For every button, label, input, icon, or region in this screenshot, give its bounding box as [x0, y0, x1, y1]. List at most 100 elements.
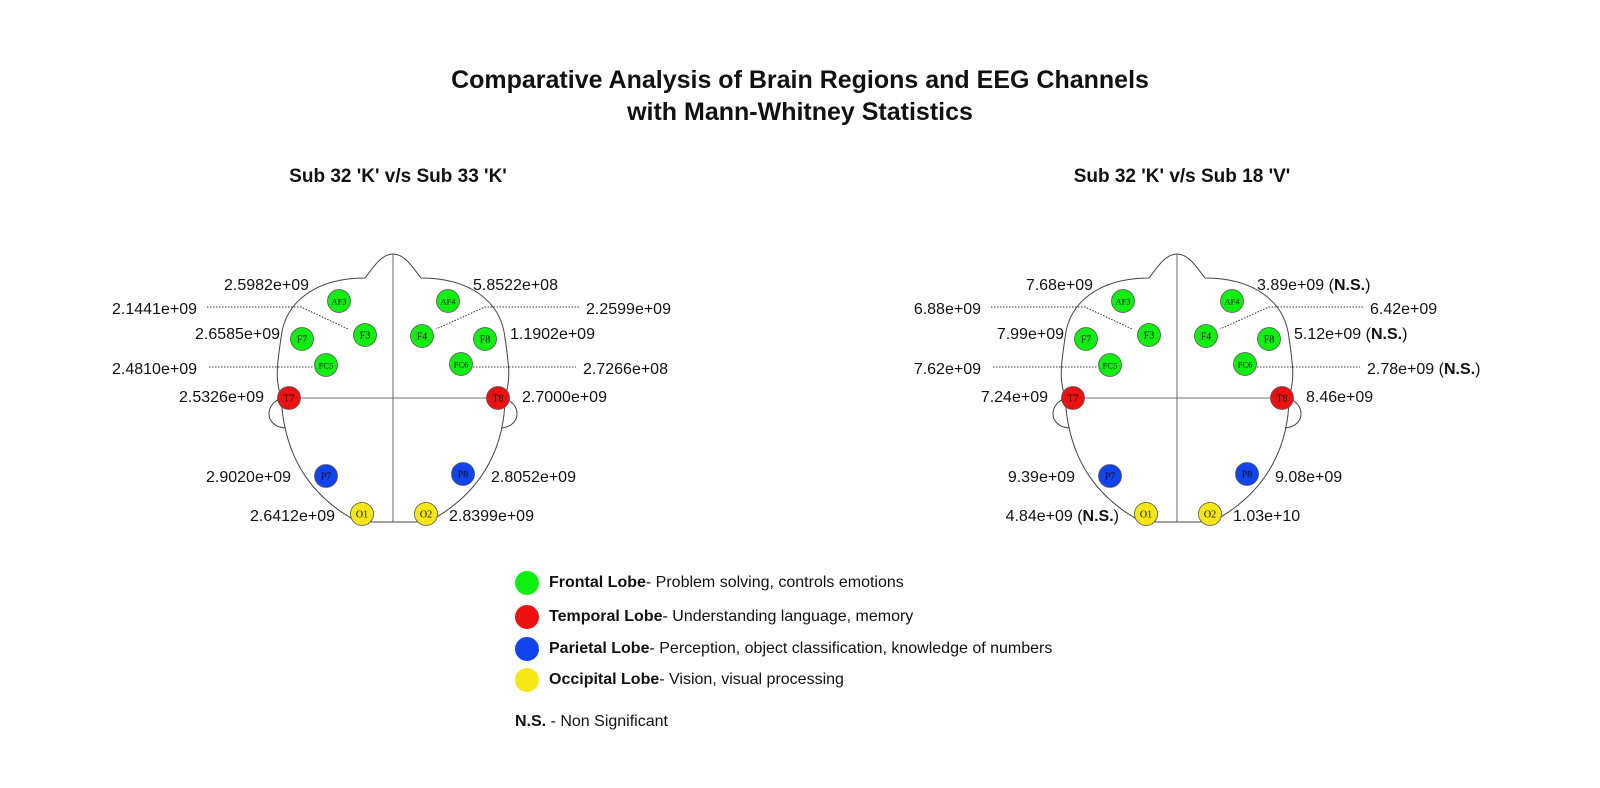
value-text: 7.24e+09: [981, 389, 1048, 406]
electrode-label: FC6: [1238, 360, 1253, 370]
value-text: 2.5326e+09: [179, 389, 264, 406]
electrode-label: F4: [417, 332, 428, 343]
electrode-dot: [1134, 502, 1158, 526]
electrode-dot: [1098, 464, 1122, 488]
legend-item-occipital: Occipital Lobe - Vision, visual processi…: [515, 667, 844, 693]
value-label-p7: 2.9020e+09: [206, 469, 291, 486]
value-label-t8: 2.7000e+09: [522, 389, 607, 406]
legend-lobe-name: Parietal Lobe: [549, 640, 650, 657]
legend-swatch: [515, 637, 539, 661]
ns-tag: N.S.: [1334, 277, 1365, 294]
electrode-label: AF3: [331, 297, 346, 307]
value-text: 2.78e+09: [1367, 361, 1434, 378]
value-label-p7: 9.39e+09: [1008, 469, 1075, 486]
legend-lobe-desc: - Vision, visual processing: [659, 671, 844, 688]
ns-open: (: [1073, 508, 1083, 525]
value-label-f8: 5.12e+09 (N.S.): [1294, 326, 1407, 343]
electrode-label: F7: [1081, 335, 1092, 346]
electrode-dot: [1137, 323, 1161, 347]
value-text: 1.03e+10: [1233, 508, 1300, 525]
electrode-dot: [314, 353, 338, 377]
value-label-fc6: 2.7266e+08: [583, 361, 668, 378]
electrode-p8: P8: [1235, 462, 1259, 486]
panel-title: Sub 32 'K' v/s Sub 33 'K': [289, 166, 507, 187]
ns-open: (: [1434, 361, 1444, 378]
electrode-dot: [414, 502, 438, 526]
electrode-dot: [1111, 289, 1135, 313]
electrode-dot: [1257, 327, 1281, 351]
electrode-label: P7: [321, 472, 332, 483]
electrode-f3: F3: [353, 323, 377, 347]
value-label-o2: 1.03e+10: [1233, 508, 1300, 525]
legend-swatch: [515, 668, 539, 692]
value-label-o1: 2.6412e+09: [250, 508, 335, 525]
legend-item-parietal: Parietal Lobe - Perception, object class…: [515, 636, 1052, 662]
value-text: 9.39e+09: [1008, 469, 1075, 486]
value-text: 2.2599e+09: [586, 301, 671, 318]
electrode-t7: T7: [1061, 386, 1085, 410]
electrode-o2: O2: [1198, 502, 1222, 526]
panel-title: Sub 32 'K' v/s Sub 18 'V': [1074, 166, 1291, 187]
electrode-o1: O1: [350, 502, 374, 526]
value-text: 2.8052e+09: [491, 469, 576, 486]
value-label-f7: 7.99e+09: [997, 326, 1064, 343]
electrode-dot: [449, 352, 473, 376]
electrode-label: AF3: [1115, 297, 1130, 307]
electrode-label: AF4: [440, 297, 456, 307]
value-label-f7: 2.6585e+09: [195, 326, 280, 343]
electrode-label: T7: [283, 394, 294, 405]
electrode-label: T7: [1067, 394, 1078, 405]
ns-tag: N.S.: [1083, 508, 1114, 525]
f4-leader-line: [1219, 306, 1363, 330]
value-label-o1: 4.84e+09 (N.S.): [1006, 508, 1119, 525]
electrode-t8: T8: [1270, 386, 1294, 410]
electrode-dot: [1233, 352, 1257, 376]
ns-open: (: [1324, 277, 1334, 294]
value-label-fc5: 2.4810e+09: [112, 361, 197, 378]
f3-leader-line: [991, 306, 1133, 330]
electrode-label: F8: [480, 335, 491, 346]
value-text: 5.8522e+08: [473, 277, 558, 294]
value-text: 6.42e+09: [1370, 301, 1437, 318]
legend-lobe-name: Temporal Lobe: [549, 608, 663, 625]
value-text: 2.4810e+09: [112, 361, 197, 378]
electrode-label: P7: [1105, 472, 1116, 483]
electrode-dot: [1074, 327, 1098, 351]
f4-leader-line: [435, 306, 579, 330]
electrode-dot: [350, 502, 374, 526]
electrode-dot: [277, 386, 301, 410]
ns-close: ): [1114, 508, 1119, 525]
legend-lobe-desc: - Understanding language, memory: [662, 608, 914, 625]
electrode-dot: [1098, 353, 1122, 377]
electrode-dot: [1220, 289, 1244, 313]
legend-lobe-desc: - Perception, object classification, kno…: [649, 640, 1053, 657]
electrode-label: T8: [492, 394, 503, 405]
electrode-fc5: FC5: [314, 353, 338, 377]
value-text: 8.46e+09: [1306, 389, 1373, 406]
electrode-label: F3: [360, 331, 371, 342]
electrode-f7: F7: [1074, 327, 1098, 351]
ns-note-term: N.S.: [515, 713, 547, 730]
value-text: 6.88e+09: [914, 301, 981, 318]
value-text: 2.6585e+09: [195, 326, 280, 343]
electrode-dot: [486, 386, 510, 410]
electrode-label: FC5: [319, 361, 334, 371]
panel-2: Sub 32 'K' v/s Sub 18 'V' AF3 F3 F7 FC5 T7 P7 O…: [914, 166, 1480, 526]
value-text: 9.08e+09: [1275, 469, 1342, 486]
electrode-f8: F8: [1257, 327, 1281, 351]
electrode-label: AF4: [1224, 297, 1240, 307]
electrode-af3: AF3: [327, 289, 351, 313]
value-label-af3: 2.5982e+09: [224, 277, 309, 294]
value-text: 3.89e+09: [1257, 277, 1324, 294]
value-label-af4: 5.8522e+08: [473, 277, 558, 294]
ns-tag: N.S.: [1444, 361, 1475, 378]
electrode-dot: [451, 462, 475, 486]
chart-title-line-1: Comparative Analysis of Brain Regions an…: [451, 66, 1149, 94]
value-text: 2.1441e+09: [112, 301, 197, 318]
electrode-label: FC5: [1103, 361, 1118, 371]
electrode-dot: [410, 324, 434, 348]
electrode-f3: F3: [1137, 323, 1161, 347]
value-label-f4: 2.2599e+09: [586, 301, 671, 318]
electrode-dot: [1194, 324, 1218, 348]
